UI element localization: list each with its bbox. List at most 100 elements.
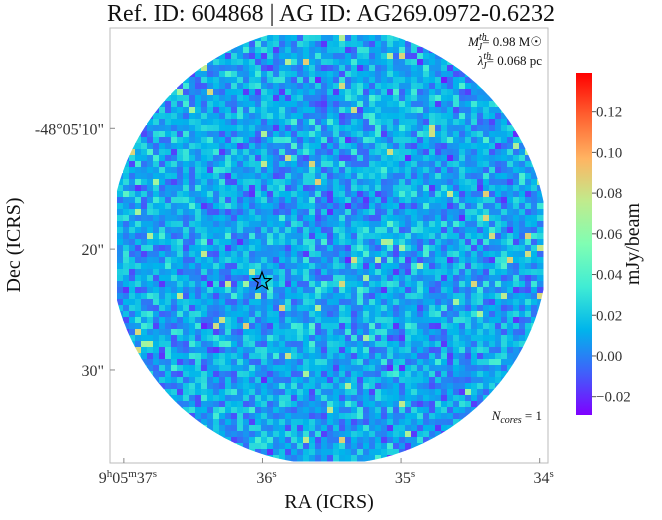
noise-pixel — [231, 125, 238, 132]
noise-pixel — [135, 149, 142, 156]
noise-pixel — [471, 329, 478, 336]
noise-pixel — [231, 233, 238, 240]
noise-pixel — [183, 83, 190, 90]
noise-pixel — [267, 71, 274, 78]
noise-pixel — [291, 77, 298, 84]
noise-pixel — [243, 431, 250, 438]
noise-pixel — [147, 299, 154, 306]
noise-pixel — [291, 179, 298, 186]
noise-pixel — [327, 209, 334, 216]
noise-pixel — [339, 341, 346, 348]
noise-pixel — [345, 365, 352, 372]
noise-pixel — [423, 329, 430, 336]
noise-pixel — [213, 155, 220, 162]
noise-pixel — [453, 275, 460, 282]
noise-pixel — [423, 209, 430, 216]
noise-pixel — [345, 191, 352, 198]
noise-pixel — [411, 389, 418, 396]
noise-pixel — [309, 365, 316, 372]
noise-pixel — [303, 191, 310, 198]
noise-pixel — [471, 317, 478, 324]
noise-pixel — [171, 287, 178, 294]
noise-pixel — [375, 401, 382, 408]
noise-pixel — [393, 239, 400, 246]
noise-pixel — [129, 281, 136, 288]
noise-pixel — [237, 167, 244, 174]
noise-pixel — [327, 239, 334, 246]
noise-pixel — [399, 281, 406, 288]
noise-pixel — [357, 173, 364, 180]
noise-pixel — [495, 251, 502, 258]
noise-pixel — [285, 257, 292, 264]
noise-pixel — [231, 77, 238, 84]
noise-pixel — [249, 119, 256, 126]
noise-pixel — [165, 113, 172, 120]
noise-pixel — [243, 359, 250, 366]
noise-pixel — [447, 191, 454, 198]
noise-pixel — [369, 53, 376, 60]
noise-pixel — [399, 437, 406, 444]
noise-pixel — [201, 143, 208, 150]
noise-pixel — [165, 353, 172, 360]
noise-pixel — [165, 269, 172, 276]
noise-pixel — [363, 317, 370, 324]
noise-pixel — [309, 185, 316, 192]
noise-pixel — [381, 383, 388, 390]
noise-pixel — [225, 161, 232, 168]
noise-pixel — [243, 203, 250, 210]
noise-pixel — [393, 407, 400, 414]
noise-pixel — [471, 233, 478, 240]
noise-pixel — [321, 239, 328, 246]
noise-pixel — [363, 203, 370, 210]
noise-pixel — [339, 239, 346, 246]
noise-pixel — [249, 257, 256, 264]
noise-pixel — [489, 305, 496, 312]
noise-pixel — [165, 227, 172, 234]
noise-pixel — [393, 413, 400, 420]
noise-pixel — [357, 305, 364, 312]
noise-pixel — [213, 59, 220, 66]
noise-pixel — [465, 173, 472, 180]
noise-pixel — [465, 209, 472, 216]
noise-pixel — [435, 251, 442, 258]
noise-pixel — [513, 179, 520, 186]
noise-pixel — [489, 383, 496, 390]
noise-pixel — [531, 179, 538, 186]
noise-pixel — [423, 353, 430, 360]
noise-pixel — [213, 149, 220, 156]
noise-pixel — [189, 305, 196, 312]
noise-pixel — [117, 221, 124, 228]
noise-pixel — [411, 59, 418, 66]
noise-pixel — [351, 185, 358, 192]
noise-pixel — [231, 107, 238, 114]
noise-pixel — [213, 191, 220, 198]
noise-pixel — [249, 407, 256, 414]
noise-pixel — [399, 155, 406, 162]
noise-pixel — [195, 317, 202, 324]
noise-pixel — [399, 179, 406, 186]
noise-pixel — [489, 293, 496, 300]
noise-pixel — [381, 371, 388, 378]
noise-pixel — [177, 107, 184, 114]
noise-pixel — [123, 317, 130, 324]
noise-pixel — [519, 287, 526, 294]
noise-pixel — [417, 155, 424, 162]
noise-pixel — [393, 77, 400, 84]
noise-pixel — [201, 389, 208, 396]
noise-pixel — [195, 353, 202, 360]
noise-pixel — [333, 341, 340, 348]
noise-pixel — [213, 377, 220, 384]
noise-pixel — [441, 65, 448, 72]
noise-pixel — [405, 41, 412, 48]
noise-pixel — [393, 359, 400, 366]
noise-pixel — [369, 203, 376, 210]
noise-pixel — [327, 233, 334, 240]
noise-pixel — [225, 95, 232, 102]
noise-pixel — [231, 59, 238, 66]
noise-pixel — [297, 317, 304, 324]
noise-pixel — [267, 257, 274, 264]
noise-pixel — [249, 221, 256, 228]
noise-pixel — [237, 341, 244, 348]
noise-pixel — [489, 137, 496, 144]
